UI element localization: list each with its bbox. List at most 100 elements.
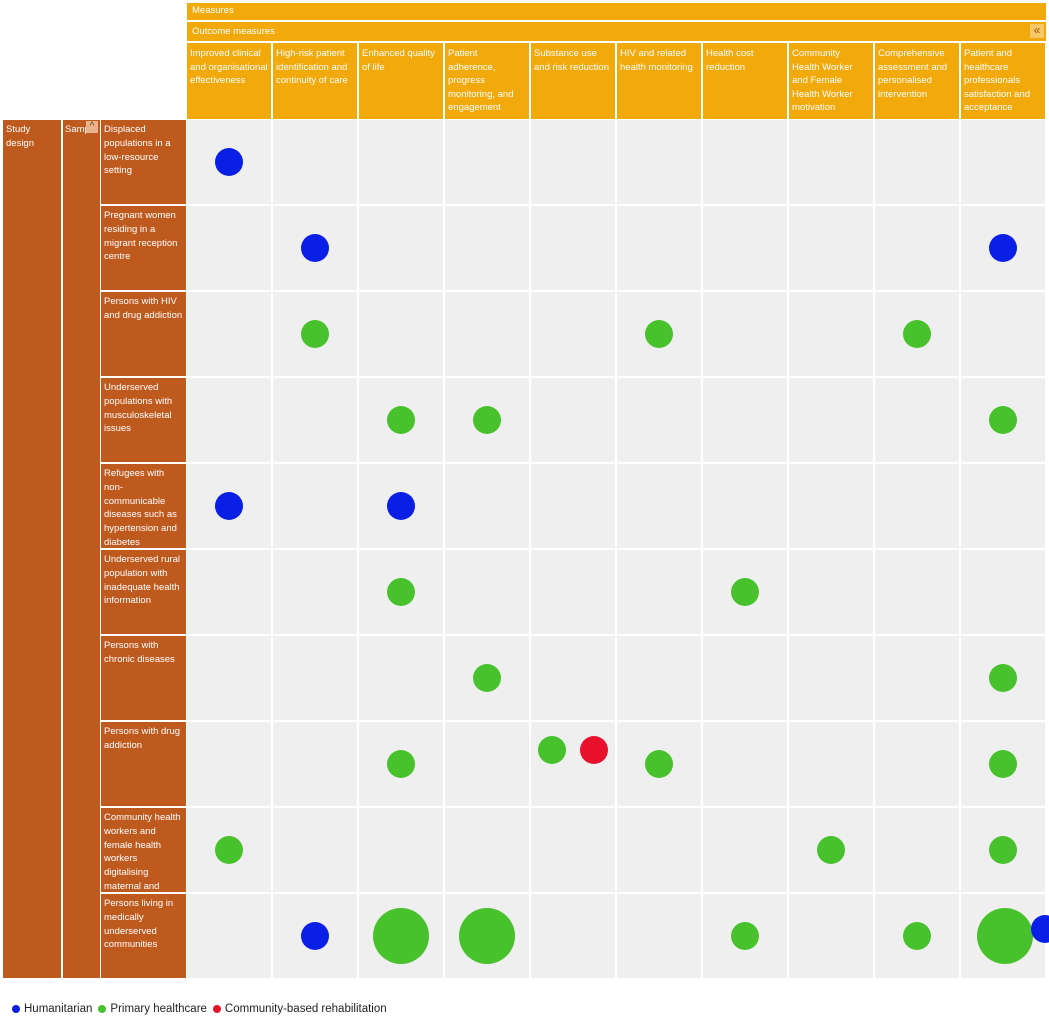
bubble-primary-healthcare[interactable] xyxy=(903,922,931,950)
grid-cell[interactable] xyxy=(531,808,615,892)
grid-cell[interactable] xyxy=(875,636,959,720)
grid-cell[interactable] xyxy=(531,378,615,462)
grid-cell[interactable] xyxy=(187,894,271,978)
grid-cell[interactable] xyxy=(359,206,443,290)
grid-cell[interactable] xyxy=(445,120,529,204)
grid-cell[interactable] xyxy=(703,722,787,806)
grid-cell[interactable] xyxy=(875,808,959,892)
grid-cell[interactable] xyxy=(617,206,701,290)
bubble-primary-healthcare[interactable] xyxy=(645,750,673,778)
grid-cell[interactable] xyxy=(617,636,701,720)
chevron-up-icon[interactable]: ^ xyxy=(86,121,98,133)
grid-cell[interactable] xyxy=(703,378,787,462)
grid-cell[interactable] xyxy=(531,550,615,634)
bubble-primary-healthcare[interactable] xyxy=(989,664,1017,692)
grid-cell[interactable] xyxy=(531,464,615,548)
grid-cell[interactable] xyxy=(875,464,959,548)
bubble-primary-healthcare[interactable] xyxy=(387,750,415,778)
grid-cell[interactable] xyxy=(875,722,959,806)
grid-cell[interactable] xyxy=(703,464,787,548)
grid-cell[interactable] xyxy=(703,808,787,892)
grid-cell[interactable] xyxy=(273,808,357,892)
legend-item[interactable]: Primary healthcare xyxy=(98,1003,207,1015)
bubble-primary-healthcare[interactable] xyxy=(387,406,415,434)
legend-item[interactable]: Community-based rehabilitation xyxy=(212,1003,387,1015)
grid-cell[interactable] xyxy=(359,636,443,720)
grid-cell[interactable] xyxy=(875,378,959,462)
grid-cell[interactable] xyxy=(789,292,873,376)
grid-cell[interactable] xyxy=(961,120,1045,204)
legend-item[interactable]: Humanitarian xyxy=(12,1003,92,1015)
grid-cell[interactable] xyxy=(703,636,787,720)
grid-cell[interactable] xyxy=(187,722,271,806)
grid-cell[interactable] xyxy=(703,120,787,204)
grid-cell[interactable] xyxy=(187,550,271,634)
grid-cell[interactable] xyxy=(273,550,357,634)
grid-cell[interactable] xyxy=(789,722,873,806)
grid-cell[interactable] xyxy=(961,292,1045,376)
grid-cell[interactable] xyxy=(187,206,271,290)
grid-cell[interactable] xyxy=(703,206,787,290)
bubble-primary-healthcare[interactable] xyxy=(977,908,1033,964)
grid-cell[interactable] xyxy=(273,636,357,720)
bubble-humanitarian[interactable] xyxy=(1031,915,1049,943)
grid-cell[interactable] xyxy=(531,292,615,376)
grid-cell[interactable] xyxy=(531,722,615,806)
grid-cell[interactable] xyxy=(875,206,959,290)
grid-cell[interactable] xyxy=(617,378,701,462)
grid-cell[interactable] xyxy=(789,636,873,720)
bubble-humanitarian[interactable] xyxy=(215,148,243,176)
bubble-primary-healthcare[interactable] xyxy=(459,908,515,964)
grid-cell[interactable] xyxy=(445,292,529,376)
grid-cell[interactable] xyxy=(875,550,959,634)
bubble-primary-healthcare[interactable] xyxy=(731,578,759,606)
bubble-humanitarian[interactable] xyxy=(301,922,329,950)
grid-cell[interactable] xyxy=(789,464,873,548)
grid-cell[interactable] xyxy=(445,464,529,548)
grid-cell[interactable] xyxy=(445,808,529,892)
bubble-primary-healthcare[interactable] xyxy=(373,908,429,964)
grid-cell[interactable] xyxy=(789,120,873,204)
grid-cell[interactable] xyxy=(531,636,615,720)
bubble-primary-healthcare[interactable] xyxy=(989,406,1017,434)
grid-cell[interactable] xyxy=(359,292,443,376)
bubble-primary-healthcare[interactable] xyxy=(538,736,566,764)
bubble-humanitarian[interactable] xyxy=(215,492,243,520)
grid-cell[interactable] xyxy=(789,378,873,462)
grid-cell[interactable] xyxy=(273,722,357,806)
bubble-primary-healthcare[interactable] xyxy=(473,406,501,434)
grid-cell[interactable] xyxy=(531,894,615,978)
grid-cell[interactable] xyxy=(359,808,443,892)
grid-cell[interactable] xyxy=(445,550,529,634)
grid-cell[interactable] xyxy=(875,120,959,204)
grid-cell[interactable] xyxy=(617,808,701,892)
grid-cell[interactable] xyxy=(187,292,271,376)
grid-cell[interactable] xyxy=(617,550,701,634)
grid-cell[interactable] xyxy=(617,894,701,978)
grid-cell[interactable] xyxy=(445,722,529,806)
grid-cell[interactable] xyxy=(617,464,701,548)
bubble-humanitarian[interactable] xyxy=(301,234,329,262)
bubble-primary-healthcare[interactable] xyxy=(731,922,759,950)
double-chevron-left-icon[interactable]: « xyxy=(1030,24,1044,38)
grid-cell[interactable] xyxy=(273,120,357,204)
bubble-primary-healthcare[interactable] xyxy=(989,836,1017,864)
grid-cell[interactable] xyxy=(703,292,787,376)
grid-cell[interactable] xyxy=(273,464,357,548)
bubble-primary-healthcare[interactable] xyxy=(387,578,415,606)
grid-cell[interactable] xyxy=(187,636,271,720)
grid-cell[interactable] xyxy=(789,894,873,978)
bubble-humanitarian[interactable] xyxy=(387,492,415,520)
grid-cell[interactable] xyxy=(961,550,1045,634)
grid-cell[interactable] xyxy=(273,378,357,462)
bubble-community-based-rehabilitation[interactable] xyxy=(580,736,608,764)
grid-cell[interactable] xyxy=(789,206,873,290)
bubble-humanitarian[interactable] xyxy=(989,234,1017,262)
grid-cell[interactable] xyxy=(187,378,271,462)
bubble-primary-healthcare[interactable] xyxy=(645,320,673,348)
grid-cell[interactable] xyxy=(617,120,701,204)
grid-cell[interactable] xyxy=(359,120,443,204)
bubble-primary-healthcare[interactable] xyxy=(817,836,845,864)
grid-cell[interactable] xyxy=(961,464,1045,548)
grid-cell[interactable] xyxy=(445,206,529,290)
